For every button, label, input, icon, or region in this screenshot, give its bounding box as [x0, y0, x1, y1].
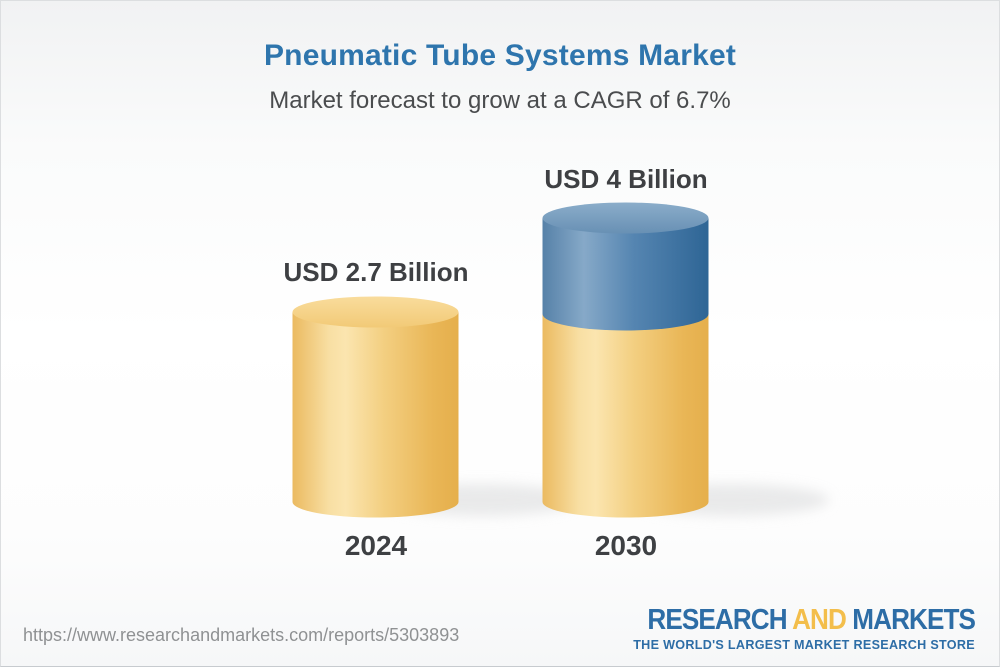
logo-wordmark: RESEARCH AND MARKETS: [647, 603, 976, 636]
source-url: https://www.researchandmarkets.com/repor…: [23, 625, 460, 645]
bar-2030-base-segment: [542, 314, 709, 518]
logo-tagline: THE WORLD'S LARGEST MARKET RESEARCH STOR…: [633, 638, 975, 652]
bar-2024-top-face: [292, 296, 459, 328]
bar-2024-category-label: 2024: [344, 530, 408, 561]
chart-subtitle: Market forecast to grow at a CAGR of 6.7…: [269, 87, 731, 114]
logo-text-and: AND: [792, 603, 847, 636]
chart-title: Pneumatic Tube Systems Market: [263, 39, 737, 72]
research-and-markets-logo: RESEARCH AND MARKETS THE WORLD'S LARGEST…: [611, 603, 976, 652]
logo-text-markets: MARKETS: [852, 603, 976, 636]
bar-2024-body: [292, 312, 459, 518]
bar-2030-cylinder: [542, 202, 709, 518]
bar-2030-value-label: USD 4 Billion: [544, 164, 708, 194]
bar-2024-cylinder: [292, 296, 459, 518]
bar-2030-category-label: 2030: [594, 530, 658, 561]
bar-2024-value-label: USD 2.7 Billion: [283, 257, 469, 287]
logo-text-research: RESEARCH: [647, 603, 787, 636]
bar-2030-growth-segment: [542, 218, 709, 331]
bar-2030-top-face: [542, 202, 709, 234]
